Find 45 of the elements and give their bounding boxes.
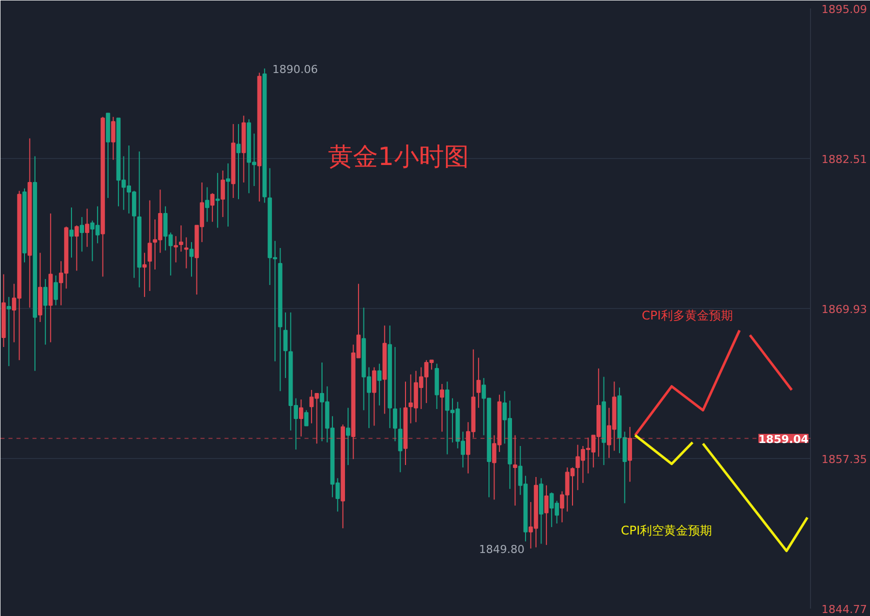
y-tick-label: 1857.35 <box>822 453 867 466</box>
y-tick-label: 1869.93 <box>822 303 867 316</box>
candlestick <box>544 484 549 546</box>
candlestick <box>398 407 402 473</box>
candlestick <box>69 207 74 258</box>
candlestick <box>236 124 241 200</box>
candlestick <box>54 274 58 306</box>
candlestick <box>226 162 230 228</box>
candlestick <box>178 224 184 252</box>
candlestick <box>304 410 308 426</box>
annotation: 1890.06 <box>272 62 318 76</box>
candlestick <box>346 407 350 466</box>
candlestick <box>392 346 398 442</box>
candlestick <box>215 172 220 228</box>
candlestick <box>476 357 481 408</box>
candlestick <box>205 186 210 222</box>
candlestick <box>220 170 225 218</box>
candlestick <box>377 363 382 406</box>
series-label: CPI利多黄金预期 <box>642 308 733 322</box>
candlestick <box>6 296 11 367</box>
y-tick-label: 1895.09 <box>822 3 867 16</box>
y-tick-label: 1844.77 <box>822 603 867 616</box>
candlestick <box>628 426 632 482</box>
ref-line-label: 1859.04 <box>758 432 809 446</box>
candlestick <box>85 208 90 248</box>
text: 黄金1小时图 <box>328 142 469 171</box>
candlestick <box>372 366 376 426</box>
candlestick <box>43 278 48 346</box>
candlestick <box>142 252 147 298</box>
candlestick <box>74 224 79 272</box>
candlestick <box>184 236 188 269</box>
candlestick <box>189 242 194 278</box>
candlestick <box>512 434 518 506</box>
annotation: 1849.80 <box>479 543 525 556</box>
y-tick-label: 1882.51 <box>822 153 867 166</box>
candlestick <box>210 192 215 222</box>
candlestick <box>440 383 444 432</box>
candlestick <box>111 116 116 160</box>
candlestick <box>299 398 304 437</box>
candlestick <box>283 312 288 379</box>
line-series <box>634 329 741 436</box>
candlestick <box>174 236 178 263</box>
candlestick <box>148 200 152 292</box>
candlestick <box>80 216 84 252</box>
text: CPI利空黄金预期 <box>620 523 712 538</box>
